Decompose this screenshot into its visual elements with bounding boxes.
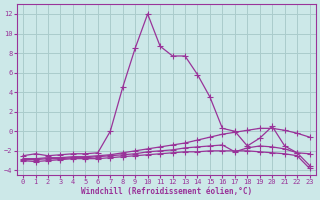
X-axis label: Windchill (Refroidissement éolien,°C): Windchill (Refroidissement éolien,°C)	[81, 187, 252, 196]
